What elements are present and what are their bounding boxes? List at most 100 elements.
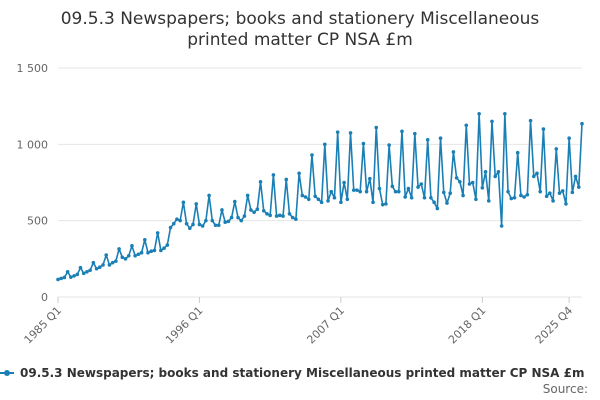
data-point[interactable] <box>216 223 221 228</box>
data-point[interactable] <box>567 136 571 141</box>
data-point[interactable] <box>429 195 433 200</box>
data-point[interactable] <box>255 207 260 212</box>
data-point[interactable] <box>297 171 301 176</box>
data-point[interactable] <box>78 265 83 270</box>
data-point[interactable] <box>435 206 440 211</box>
data-point[interactable] <box>374 125 379 130</box>
data-point[interactable] <box>432 200 436 205</box>
data-point[interactable] <box>130 244 134 248</box>
data-point[interactable] <box>313 194 317 199</box>
data-point[interactable] <box>294 217 298 221</box>
data-point[interactable] <box>75 272 80 277</box>
data-point[interactable] <box>229 215 234 220</box>
data-point[interactable] <box>396 189 401 194</box>
data-point[interactable] <box>319 200 324 205</box>
data-point[interactable] <box>515 150 520 155</box>
data-point[interactable] <box>538 189 543 194</box>
data-point[interactable] <box>380 202 385 207</box>
data-point[interactable] <box>416 185 420 189</box>
data-point[interactable] <box>419 182 424 186</box>
data-point[interactable] <box>226 219 231 224</box>
data-point[interactable] <box>123 257 128 261</box>
data-point[interactable] <box>326 199 330 203</box>
data-point[interactable] <box>348 131 353 135</box>
data-point[interactable] <box>541 127 546 131</box>
data-point[interactable] <box>281 214 285 218</box>
data-point[interactable] <box>329 189 334 194</box>
data-point[interactable] <box>91 260 96 265</box>
data-point[interactable] <box>81 271 86 276</box>
data-point[interactable] <box>274 214 279 218</box>
data-point[interactable] <box>204 218 208 223</box>
data-point[interactable] <box>171 221 176 226</box>
data-point[interactable] <box>191 222 195 227</box>
data-point[interactable] <box>290 215 295 220</box>
data-point[interactable] <box>564 202 568 206</box>
data-point[interactable] <box>200 224 205 228</box>
data-point[interactable] <box>268 213 272 218</box>
data-point[interactable] <box>371 200 375 205</box>
data-point[interactable] <box>249 208 253 212</box>
data-point[interactable] <box>467 182 472 186</box>
data-point[interactable] <box>303 195 308 199</box>
data-point[interactable] <box>271 173 276 177</box>
data-point[interactable] <box>390 184 395 189</box>
data-point[interactable] <box>454 176 459 180</box>
data-point[interactable] <box>207 193 211 198</box>
data-point[interactable] <box>499 224 504 228</box>
data-point[interactable] <box>175 217 179 221</box>
data-point[interactable] <box>306 197 311 202</box>
data-point[interactable] <box>136 252 141 257</box>
data-point[interactable] <box>65 270 70 274</box>
data-point[interactable] <box>316 197 321 202</box>
data-point[interactable] <box>364 189 369 194</box>
data-point[interactable] <box>197 222 202 227</box>
data-point[interactable] <box>458 179 462 184</box>
data-point[interactable] <box>490 119 494 124</box>
data-point[interactable] <box>107 263 112 267</box>
data-point[interactable] <box>496 170 501 174</box>
data-point[interactable] <box>361 141 366 146</box>
data-point[interactable] <box>464 123 469 128</box>
data-point[interactable] <box>287 212 292 216</box>
data-point[interactable] <box>544 194 549 199</box>
data-point[interactable] <box>351 188 356 192</box>
data-point[interactable] <box>512 195 517 200</box>
data-point[interactable] <box>509 196 514 201</box>
data-point[interactable] <box>188 226 192 231</box>
data-point[interactable] <box>117 247 121 251</box>
data-point[interactable] <box>400 129 404 134</box>
data-point[interactable] <box>387 143 391 147</box>
data-point[interactable] <box>245 193 250 198</box>
data-point[interactable] <box>184 221 189 226</box>
data-point[interactable] <box>194 202 199 206</box>
data-point[interactable] <box>146 250 150 255</box>
data-point[interactable] <box>377 186 382 191</box>
data-point[interactable] <box>384 202 388 206</box>
data-point[interactable] <box>525 192 530 197</box>
data-point[interactable] <box>56 277 60 282</box>
data-point[interactable] <box>445 201 449 205</box>
data-point[interactable] <box>522 195 526 199</box>
data-point[interactable] <box>345 197 350 202</box>
data-point[interactable] <box>62 275 67 280</box>
data-point[interactable] <box>393 189 398 194</box>
data-point[interactable] <box>165 243 170 247</box>
data-point[interactable] <box>155 231 160 235</box>
data-point[interactable] <box>97 265 102 270</box>
data-point[interactable] <box>335 130 340 134</box>
data-point[interactable] <box>149 249 154 253</box>
data-point[interactable] <box>223 220 227 224</box>
data-point[interactable] <box>133 253 137 258</box>
data-point[interactable] <box>233 199 237 204</box>
legend[interactable]: 09.5.3 Newspapers; books and stationery … <box>0 366 584 380</box>
data-point[interactable] <box>332 195 337 200</box>
data-point[interactable] <box>474 197 478 202</box>
data-point[interactable] <box>94 266 99 271</box>
data-point[interactable] <box>126 253 131 258</box>
data-point[interactable] <box>531 174 536 179</box>
data-point[interactable] <box>300 193 305 198</box>
data-point[interactable] <box>441 190 446 195</box>
data-point[interactable] <box>72 274 76 278</box>
data-point[interactable] <box>580 121 584 126</box>
